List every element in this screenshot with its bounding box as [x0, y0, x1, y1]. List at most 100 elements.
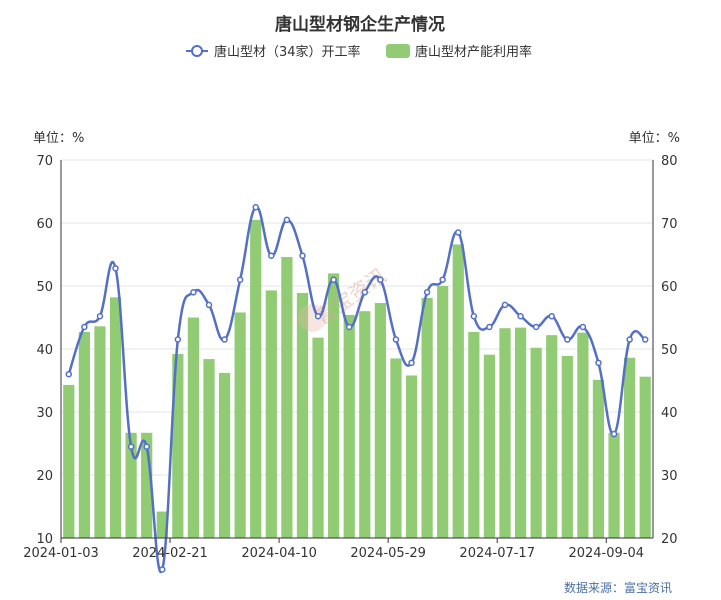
x-tick-label: 2024-05-29	[350, 546, 426, 561]
line-point[interactable]	[299, 252, 306, 260]
bar[interactable]	[577, 332, 589, 538]
bar[interactable]	[359, 311, 371, 538]
line-point[interactable]	[159, 566, 166, 573]
y-right-tick-label: 40	[661, 406, 678, 421]
bar[interactable]	[281, 257, 293, 538]
bar[interactable]	[561, 355, 573, 538]
line-point[interactable]	[408, 359, 415, 367]
line-point[interactable]	[361, 289, 369, 296]
bar[interactable]	[94, 326, 106, 538]
watermark-logo	[298, 304, 326, 332]
bar[interactable]	[514, 327, 527, 538]
bar[interactable]	[639, 376, 651, 538]
bar[interactable]	[483, 354, 496, 538]
bar[interactable]	[608, 432, 620, 538]
bar[interactable]	[343, 314, 355, 538]
y-left-tick-label: 40	[36, 343, 53, 358]
line-point[interactable]	[345, 323, 353, 331]
line-point[interactable]	[174, 336, 182, 343]
line-point[interactable]	[641, 336, 649, 343]
bar[interactable]	[390, 358, 402, 538]
line-point[interactable]	[439, 276, 446, 283]
right-axis-unit: 单位：%	[629, 131, 680, 146]
line-point[interactable]	[221, 336, 228, 343]
legend[interactable]: 唐山型材（34家）开工率 唐山型材产能利用率	[186, 44, 532, 60]
bar[interactable]	[203, 359, 215, 538]
bar[interactable]	[296, 292, 309, 538]
line-point[interactable]	[252, 204, 259, 211]
line-point[interactable]	[423, 289, 431, 296]
line-point[interactable]	[486, 323, 493, 331]
line-point[interactable]	[65, 370, 73, 378]
x-tick-label: 2024-02-21	[132, 546, 208, 561]
bar[interactable]	[405, 375, 418, 538]
y-right-tick-label: 80	[661, 154, 678, 169]
bar[interactable]	[312, 337, 324, 538]
bar[interactable]	[265, 290, 277, 538]
bar[interactable]	[63, 384, 75, 538]
bar[interactable]	[421, 297, 433, 538]
bar[interactable]	[125, 432, 137, 538]
line-point[interactable]	[205, 301, 213, 309]
bar[interactable]	[187, 317, 200, 539]
line-point[interactable]	[455, 229, 462, 236]
line-point[interactable]	[564, 336, 571, 343]
bar[interactable]	[234, 312, 246, 538]
bar[interactable]	[624, 357, 636, 538]
line-point[interactable]	[314, 312, 322, 320]
y-right-tick-label: 70	[661, 217, 678, 232]
legend-item-line[interactable]: 唐山型材（34家）开工率	[186, 44, 361, 60]
line-point[interactable]	[548, 312, 555, 320]
chart-title: 唐山型材钢企生产情况	[275, 14, 445, 35]
line-point[interactable]	[501, 301, 509, 309]
legend-item-bar[interactable]: 唐山型材产能利用率	[386, 44, 532, 60]
bar[interactable]	[156, 511, 168, 538]
line-point[interactable]	[96, 312, 104, 320]
line-point[interactable]	[330, 276, 337, 283]
line-point[interactable]	[143, 443, 150, 450]
bar[interactable]	[468, 331, 480, 538]
bar[interactable]	[546, 335, 558, 538]
legend-line-label: 唐山型材（34家）开工率	[214, 44, 361, 60]
bar[interactable]	[328, 273, 340, 538]
line-point[interactable]	[81, 323, 88, 331]
bar[interactable]	[172, 354, 184, 538]
y-right-tick-label: 30	[661, 469, 678, 484]
line-point[interactable]	[517, 312, 524, 320]
x-tick-label: 2024-04-10	[241, 546, 317, 561]
bar-series	[63, 219, 651, 539]
line-point[interactable]	[579, 323, 587, 331]
bar[interactable]	[141, 432, 153, 538]
bar[interactable]	[499, 328, 511, 538]
line-point[interactable]	[532, 323, 540, 331]
y-left-tick-label: 10	[36, 532, 53, 547]
bar[interactable]	[250, 219, 262, 538]
y-right-tick-label: 50	[661, 343, 678, 358]
line-path	[67, 205, 646, 574]
bar[interactable]	[218, 372, 231, 538]
bar[interactable]	[437, 286, 449, 538]
line-point[interactable]	[283, 216, 291, 224]
line-point[interactable]	[190, 289, 197, 296]
bar[interactable]	[78, 331, 90, 538]
bar[interactable]	[374, 303, 386, 538]
bar[interactable]	[109, 297, 122, 538]
line-point[interactable]	[610, 430, 618, 438]
line-point[interactable]	[470, 312, 478, 320]
line-point[interactable]	[127, 443, 135, 450]
line-point[interactable]	[112, 265, 119, 272]
bar[interactable]	[530, 347, 542, 538]
legend-line-marker	[191, 45, 203, 57]
line-point[interactable]	[595, 359, 602, 367]
y-left-tick-label: 60	[36, 217, 53, 232]
y-left-tick-label: 70	[36, 154, 53, 169]
bar[interactable]	[452, 244, 464, 539]
line-point[interactable]	[626, 336, 633, 343]
line-point[interactable]	[377, 276, 384, 283]
left-axis-unit: 单位：%	[33, 131, 84, 146]
bar[interactable]	[592, 379, 605, 538]
line-point[interactable]	[236, 276, 244, 283]
line-point[interactable]	[268, 252, 275, 260]
line-point[interactable]	[392, 336, 400, 343]
y-right-tick-label: 20	[661, 532, 678, 547]
